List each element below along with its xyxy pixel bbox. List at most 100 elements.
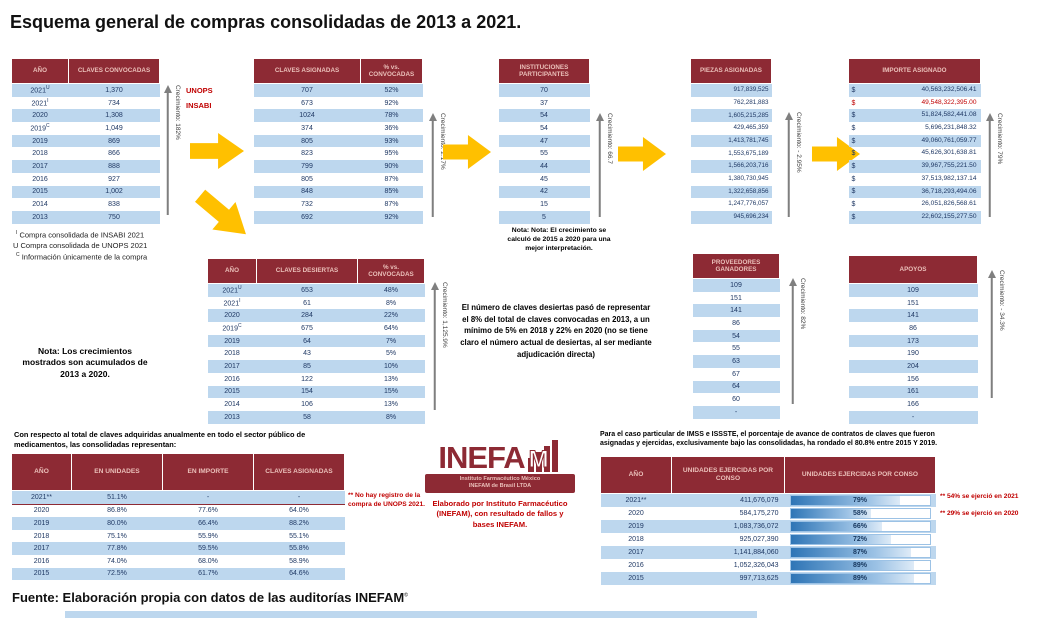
table-row: 37 (499, 97, 590, 110)
table-cell: 26,051,826,568.61 (921, 200, 977, 208)
footnote-insabi: I Compra consolidada de INSABI 2021 (16, 230, 145, 240)
table-row: 54 (498, 109, 590, 123)
table-row: 917,839,525 (690, 83, 772, 97)
table-cell: 141 (848, 309, 978, 323)
table-cell: 204 (848, 360, 978, 373)
progress-bar: 72% (789, 534, 931, 545)
table-row: 64 (692, 380, 780, 394)
table-row: 2015 154 15% (207, 385, 425, 399)
ejercio-2020-note: ** 29% se ejerció en 2020 (940, 510, 1019, 517)
table-cell: 22% (357, 309, 425, 323)
table-cell: $ (851, 150, 856, 158)
progress-bar: 87% (789, 547, 931, 558)
table-cell: 734 (108, 99, 120, 107)
table-row: 1024 78% (253, 109, 423, 123)
table-cell: 917,839,525 (690, 83, 772, 97)
table-proveedores-ganadores: PROVEEDORES GANADORES 109 151 141 86 54 55 63 67… (692, 253, 780, 419)
table-cell: 77.8% (71, 542, 163, 555)
table-cell: 37 (540, 99, 548, 107)
table-cell: 584,175,270 (739, 510, 779, 517)
table-cell: 22,602,155,277.50 (914, 210, 981, 224)
table-cell: 1,370 (68, 83, 160, 97)
table-row: 2016 122 13% (208, 373, 425, 386)
table-cell: 55.9% (198, 532, 218, 540)
table-cell: 75.1% (107, 532, 127, 540)
logo-ribbon-line1: Instituto Farmacéutico México (459, 476, 541, 482)
table-cell: $ (848, 210, 915, 224)
table-cell: 750 (68, 210, 160, 224)
table-cell: - (692, 405, 780, 419)
table-cell: 838 (108, 201, 120, 209)
table-row: 1,247,776,057 (691, 198, 772, 211)
unops-label: UNOPS (186, 86, 213, 95)
table-cell: 2021I (223, 297, 241, 308)
table-cell: 106 (301, 401, 313, 409)
table-row: 673 92% (254, 97, 423, 110)
table-cell: 1,553,675,189 (728, 149, 769, 157)
table-cell: - (253, 490, 345, 505)
table-cell: 88.2% (253, 517, 345, 530)
table-cell: 58 (256, 410, 358, 424)
table-cell: 166 (907, 401, 919, 409)
growth-label: Crecimiento: 66.7 (606, 113, 613, 164)
progress-bar: 89% (789, 573, 931, 584)
table-cell: 8% (357, 410, 425, 424)
table-cell: 90% (360, 160, 423, 173)
table-row: 2019 869 (11, 134, 160, 148)
table-cell: 10% (357, 360, 425, 373)
footnote-unops: U Compra consolidada de UNOPS 2021 (13, 241, 148, 250)
table-cell: 2015 (11, 567, 72, 581)
table-claves-desiertas: AÑO CLAVES DESIERTAS% vs. CONVOCADAS 2021U… (207, 258, 425, 424)
table-cell: 2019 (207, 334, 257, 348)
table-row: 44 (498, 160, 590, 173)
table-row: 805 93% (253, 134, 423, 148)
table-row: 86 (849, 322, 978, 335)
table-cell: 66.4% (162, 517, 254, 530)
table-row: 63 (692, 355, 780, 368)
table-cell: 85% (360, 185, 423, 199)
table-row: $39,967,755,221.50 (848, 160, 981, 173)
table-row: 109 (692, 278, 780, 292)
no-unops-note: ** No hay registro de la compra de UNOPS… (348, 492, 425, 509)
table-cell: 1,002 (68, 185, 160, 199)
table-row: 2014 106 13% (208, 398, 425, 411)
table-cell: 2014 (224, 401, 240, 409)
table-cell: $ (848, 160, 915, 173)
table-row: $49,060,761,059.77 (848, 134, 981, 148)
table-claves-convocadas: AÑO CLAVES CONVOCADAS 2021U 1,370 2021I 734 20… (11, 58, 160, 224)
table-cell: 67 (732, 370, 740, 378)
table-row: 67 (693, 368, 780, 381)
insabi-label: INSABI (186, 101, 212, 110)
table-cell: 5,696,231,848.32 (925, 124, 977, 132)
column-header: PROVEEDORES GANADORES (692, 253, 780, 279)
table-cell: 1,566,203,716 (690, 160, 772, 173)
table-cell: 52% (360, 83, 423, 97)
table-cell: 36% (384, 124, 399, 132)
table-cell: 2018 (224, 350, 240, 358)
table-cell: 653 (256, 283, 358, 297)
table-row: 161 (848, 385, 978, 399)
table-row: 799 90% (253, 160, 423, 173)
table-cell: 869 (68, 134, 160, 148)
column-header: INSTITUCIONES PARTICIPANTES (498, 58, 590, 84)
ejercio-2021-note: ** 54% se ejerció en 2021 (940, 493, 1019, 500)
table-row: 60 (693, 393, 780, 406)
table-row: 2021U 1,370 (11, 83, 160, 97)
table-cell: 86.8% (107, 507, 127, 515)
source-footer: Fuente: Elaboración propia con datos de … (12, 590, 408, 605)
table-cell: 284 (256, 309, 358, 323)
table-row: $22,602,155,277.50 (848, 210, 981, 224)
table-cell: 49,060,761,059.77 (914, 134, 981, 148)
table-cell: 93% (360, 134, 423, 148)
arrow-line-icon (428, 113, 437, 217)
table-cell: 68.0% (198, 557, 218, 565)
table-cell: 72% (785, 533, 936, 546)
table-cell: 51.1% (71, 490, 163, 505)
table-cell: 2021U (207, 283, 257, 297)
table-piezas-asignadas: PIEZAS ASIGNADAS 917,839,525 762,281,883 1,… (690, 58, 772, 224)
left-note: Nota: Los crecimientos mostrados son acu… (22, 346, 148, 379)
table-cell: 87% (384, 175, 399, 183)
logo-text: INEFA (438, 440, 525, 476)
table-cell: $ (848, 185, 915, 199)
